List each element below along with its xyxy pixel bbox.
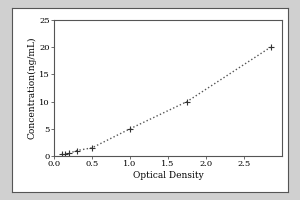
X-axis label: Optical Density: Optical Density — [133, 171, 203, 180]
Y-axis label: Concentration(ng/mL): Concentration(ng/mL) — [27, 37, 36, 139]
